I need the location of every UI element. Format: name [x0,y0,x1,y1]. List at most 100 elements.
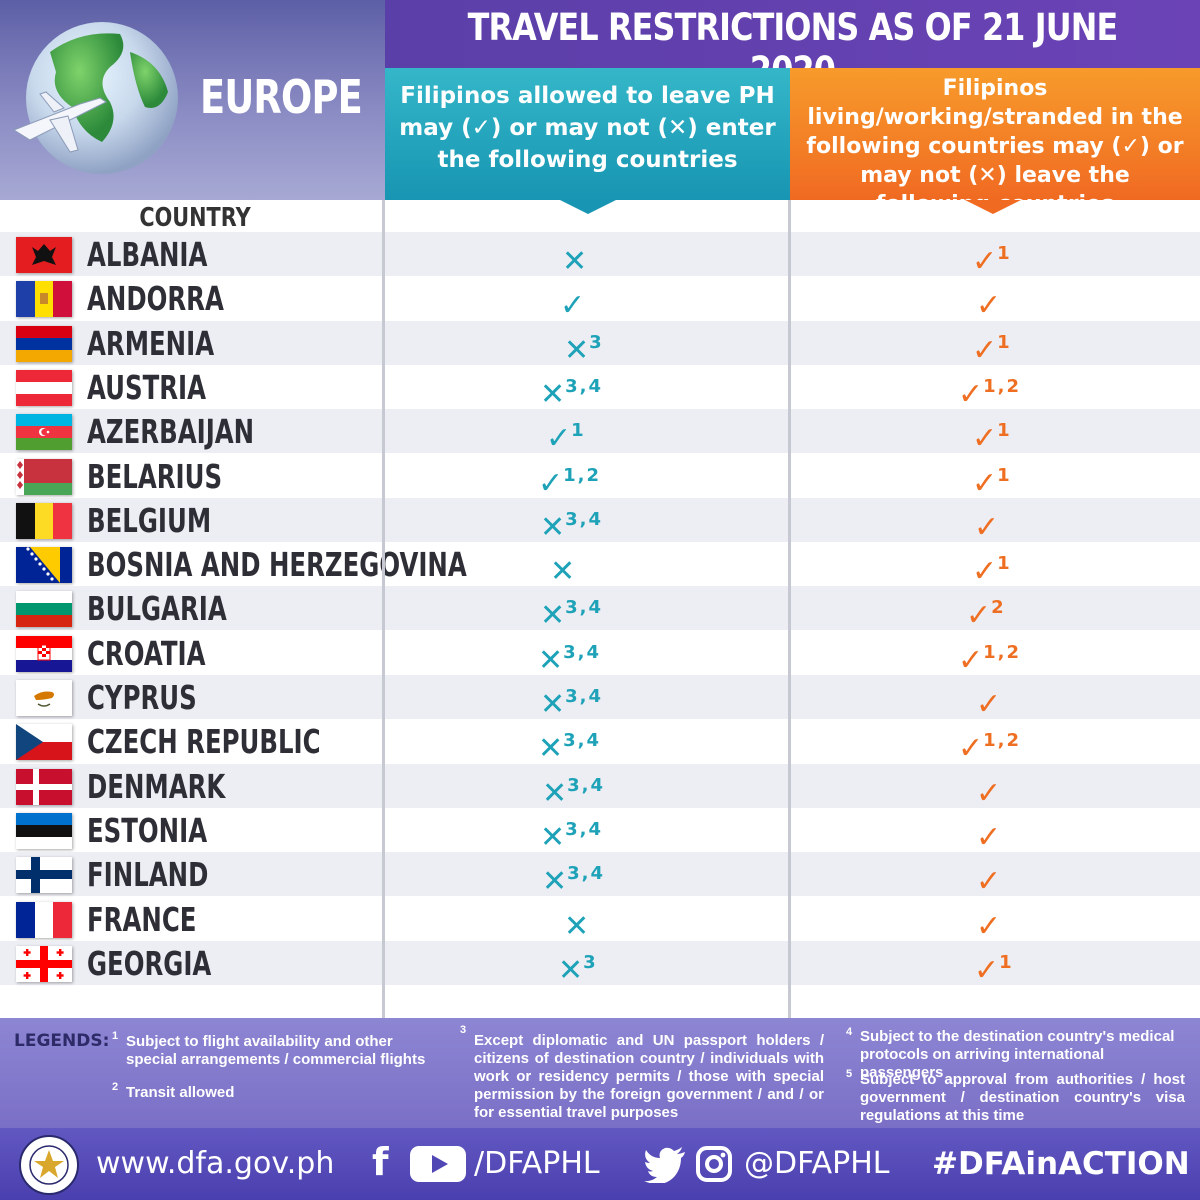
enter-status: ✓1,2 [538,454,602,501]
legend-number: 4 [846,1026,853,1038]
legend-number: 5 [846,1068,853,1080]
country-flag [16,768,72,805]
leave-status-notes: 1,2 [983,730,1022,752]
leave-status: ✓1 [972,409,1012,456]
enter-status-notes: 3,4 [567,774,606,796]
country-flag [16,414,72,451]
country-flag [16,547,72,584]
leave-status-mark: ✓ [958,376,984,412]
leave-status: ✓ [976,675,1002,722]
enter-status: ✕3 [558,941,598,988]
enter-status-notes: 3,4 [565,508,604,530]
leave-status-notes: 1 [997,331,1012,353]
country-flag [16,680,72,716]
instagram-icon[interactable] [696,1146,732,1182]
legend-number: 2 [112,1081,119,1093]
enter-status: ✕3,4 [542,852,605,900]
leave-status-mark: ✓ [972,244,998,279]
country-name: ALBANIA [87,235,208,274]
twitter-icon[interactable] [644,1147,686,1183]
website-link[interactable]: www.dfa.gov.ph [96,1146,335,1181]
legend-item-5: Subject to approval from authorities / h… [860,1071,1185,1124]
legend-title: LEGENDS: [14,1031,110,1051]
leave-status: ✓ [976,808,1002,855]
leave-status-mark: ✓ [972,332,998,368]
leave-status-mark: ✓ [974,509,1000,545]
country-name: CROATIA [87,633,206,673]
enter-status-notes: 3,4 [565,686,604,707]
table-row: BELGIUM ✕3,4 ✓ [0,497,1200,545]
leave-status: ✓ [976,897,1001,944]
table-row: AZERBAIJAN ✓1 ✓1 [0,409,1200,456]
country-flag [16,458,72,495]
enter-status: ✕3,4 [540,365,603,412]
enter-status: ✕ [564,897,590,944]
table-row: BELARIUS ✓1,2 ✓1 [0,454,1200,501]
country-flag [16,281,72,318]
youtube-icon[interactable] [410,1146,466,1182]
column-divider [788,200,791,1018]
leave-status-notes: 2 [991,597,1006,619]
enter-status: ✓1 [546,409,586,456]
facebook-youtube-handle[interactable]: /DFAPHL [474,1146,600,1181]
enter-status-mark: ✕ [550,554,576,590]
facebook-icon[interactable]: f [372,1140,389,1184]
country-name: CYPRUS [87,678,197,717]
table-row: FINLAND ✕3,4 ✓ [0,852,1200,900]
table-row: BULGARIA ✕3,4 ✓2 [0,586,1200,634]
leave-status-mark: ✓ [972,465,998,501]
country-name: ESTONIA [87,810,208,850]
enter-status-notes: 1 [571,420,586,442]
leave-status: ✓ [974,498,1000,545]
leave-status: ✓1 [972,232,1012,279]
hashtag[interactable]: #DFAinACTION [932,1146,1190,1182]
leave-status: ✓1,2 [958,365,1022,412]
leave-status-notes: 1,2 [983,375,1022,397]
country-flag [16,724,72,761]
leave-status: ✓ [976,276,1001,323]
table-row: DENMARK ✕3,4 ✓ [0,763,1200,811]
country-flag [16,857,72,894]
country-flag [16,591,72,628]
enter-status-mark: ✕ [540,598,566,634]
table-row: ARMENIA ✕3 ✓1 [0,320,1200,368]
enter-status: ✕3,4 [542,764,606,811]
legend-item-1: Subject to flight availability and other… [126,1033,426,1068]
leave-status-notes: 1 [997,420,1012,442]
leave-status-mark: ✓ [976,687,1002,722]
country-name: ANDORRA [87,279,224,319]
enter-status: ✕3 [564,321,604,368]
country-name: AZERBAIJAN [87,412,255,452]
enter-status-mark: ✕ [540,687,566,722]
table-row: ESTONIA ✕3,4 ✓ [0,808,1200,855]
country-name: DENMARK [87,766,226,806]
table-row: CROATIA ✕3,4 ✓1,2 [0,631,1200,678]
country-name: BOSNIA AND HERZEGOVINA [87,545,467,585]
leave-status-notes: 1 [999,951,1014,973]
enter-status-mark: ✕ [564,332,590,368]
legend-item-2: Transit allowed [126,1084,235,1101]
country-name: CZECH REPUBLIC [87,722,321,762]
country-flag [16,369,72,406]
country-flag [16,325,72,362]
enter-status-notes: 3 [589,331,604,353]
enter-status-mark: ✕ [564,908,590,944]
enter-status: ✕3,4 [540,675,604,722]
leave-status-mark: ✓ [958,642,984,678]
enter-status-notes: 1,2 [563,464,602,486]
enter-status-mark: ✕ [540,376,566,412]
column-header-leave-text: Filipinos living/working/stranded in the… [806,76,1184,217]
leave-status-notes: 1 [997,553,1012,575]
column-header-enter-pointer [560,200,616,214]
leave-status-mark: ✓ [976,819,1002,855]
table-row: CZECH REPUBLIC ✕3,4 ✓1,2 [0,719,1200,767]
enter-status-mark: ✕ [542,775,568,811]
country-name: BELGIUM [87,500,212,540]
enter-status-mark: ✕ [542,864,568,900]
country-column-label: COUNTRY [139,203,251,233]
twitter-instagram-handle[interactable]: @DFAPHL [744,1146,890,1181]
leave-status-mark: ✓ [958,731,984,767]
leave-status: ✓1,2 [958,719,1022,767]
country-name: BULGARIA [87,589,227,629]
column-header-enter [385,68,790,200]
